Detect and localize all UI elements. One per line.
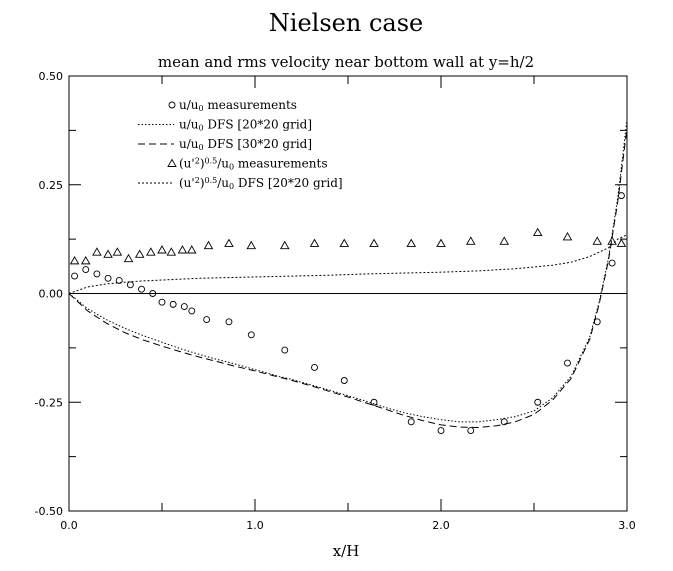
y-tick-label: 0.50 (39, 70, 64, 83)
series-1 (68, 119, 628, 423)
series-3 (69, 227, 627, 265)
x-tick-label: 2.0 (432, 519, 450, 532)
data-point-triangle (92, 247, 102, 256)
data-point-circle (617, 192, 625, 200)
data-point-circle (71, 272, 79, 280)
data-point-triangle (436, 238, 446, 247)
data-point-triangle (157, 245, 167, 254)
data-point-circle (340, 377, 348, 384)
data-point-triangle (465, 236, 476, 245)
legend-label: (u'2)0.5/u0 DFS [20*20 grid] (179, 176, 343, 191)
legend-item: u/u0 DFS [20*20 grid] (138, 118, 312, 133)
series-layer (68, 119, 628, 434)
chart-title: Nielsen case (269, 9, 423, 37)
data-point-circle (82, 266, 90, 274)
data-point-triangle (309, 238, 320, 247)
y-tick-label: 0.00 (39, 288, 64, 301)
data-point-circle (407, 418, 415, 426)
series-line (68, 128, 628, 428)
data-point-circle (115, 277, 123, 284)
data-point-circle (467, 427, 475, 434)
data-point-circle (247, 331, 255, 339)
data-point-triangle (369, 238, 379, 247)
legend-label: u/u0 DFS [30*20 grid] (179, 137, 312, 152)
legend: u/u0 measurements u/u0 DFS [20*20 grid] u/… (138, 98, 343, 191)
legend-label: u/u0 measurements (179, 98, 297, 113)
data-point-triangle (246, 240, 257, 250)
data-point-circle (281, 346, 289, 354)
data-point-triangle (607, 236, 617, 245)
data-point-circle (534, 398, 542, 406)
data-point-triangle (146, 247, 156, 256)
y-tick-label: 0.25 (39, 179, 64, 192)
data-point-triangle (186, 245, 197, 254)
legend-item: (u'2)0.5/u0 DFS [20*20 grid] (138, 176, 343, 191)
data-point-triangle (592, 236, 603, 245)
data-point-triangle (166, 247, 177, 256)
data-point-triangle (499, 236, 510, 245)
data-point-triangle (123, 253, 134, 263)
data-point-triangle (224, 238, 234, 247)
legend-item: u/u0 measurements (168, 98, 297, 113)
data-point-circle (608, 259, 616, 267)
data-point-circle (126, 281, 134, 289)
data-point-triangle (203, 240, 214, 250)
data-point-triangle (112, 247, 123, 256)
data-point-triangle (562, 232, 573, 241)
data-point-triangle (532, 227, 543, 237)
data-point-triangle (69, 255, 80, 265)
y-tick-label: -0.50 (35, 505, 63, 518)
data-point-circle (564, 359, 571, 367)
data-point-circle (180, 303, 188, 310)
x-axis-label: x/H (333, 542, 360, 560)
data-point-triangle (279, 240, 290, 250)
data-point-circle (158, 298, 166, 306)
x-tick-label: 0.0 (60, 519, 78, 532)
x-tick-label: 3.0 (618, 519, 636, 532)
series-2 (68, 128, 628, 428)
legend-item: (u'2)0.5/u0 measurements (167, 157, 327, 172)
data-point-circle (138, 285, 145, 293)
data-point-circle (169, 300, 177, 308)
data-point-circle (188, 307, 196, 315)
data-point-triangle (339, 238, 350, 247)
data-point-triangle (406, 238, 417, 247)
data-point-circle (93, 270, 101, 278)
data-point-triangle (616, 238, 627, 247)
x-tick-label: 1.0 (246, 519, 264, 532)
legend-marker-triangle (167, 158, 177, 167)
legend-marker-circle (168, 101, 176, 109)
data-point-triangle (103, 249, 113, 258)
data-point-circle (149, 290, 157, 297)
data-point-triangle (177, 245, 188, 254)
series-4 (68, 234, 628, 294)
legend-label: u/u0 DFS [20*20 grid] (179, 118, 312, 133)
data-point-circle (225, 318, 233, 326)
legend-item: u/u0 DFS [30*20 grid] (138, 137, 312, 152)
y-tick-label: -0.25 (35, 396, 63, 409)
axes-group: 0.0 1.0 2.0 3.0 -0.50 -0.25 0.00 0.25 0.50 (35, 70, 636, 532)
data-point-triangle (80, 255, 91, 265)
data-point-circle (437, 427, 445, 434)
chart-subtitle: mean and rms velocity near bottom wall a… (158, 53, 534, 71)
series-line (68, 119, 628, 423)
data-point-circle (311, 364, 318, 371)
data-point-circle (203, 316, 211, 324)
data-point-triangle (134, 249, 145, 258)
legend-label: (u'2)0.5/u0 measurements (179, 157, 327, 172)
data-point-circle (104, 274, 112, 282)
series-0 (71, 192, 625, 434)
series-line (68, 234, 628, 294)
data-point-circle (370, 398, 378, 406)
